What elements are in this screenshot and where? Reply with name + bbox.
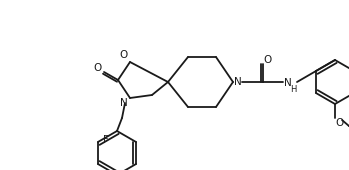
Text: H: H [290,84,296,94]
Text: N: N [120,98,128,108]
Text: F: F [103,135,109,145]
Text: O: O [264,55,272,65]
Text: O: O [335,118,343,128]
Text: O: O [94,63,102,73]
Text: O: O [120,50,128,60]
Text: N: N [284,78,292,88]
Text: N: N [234,77,242,87]
